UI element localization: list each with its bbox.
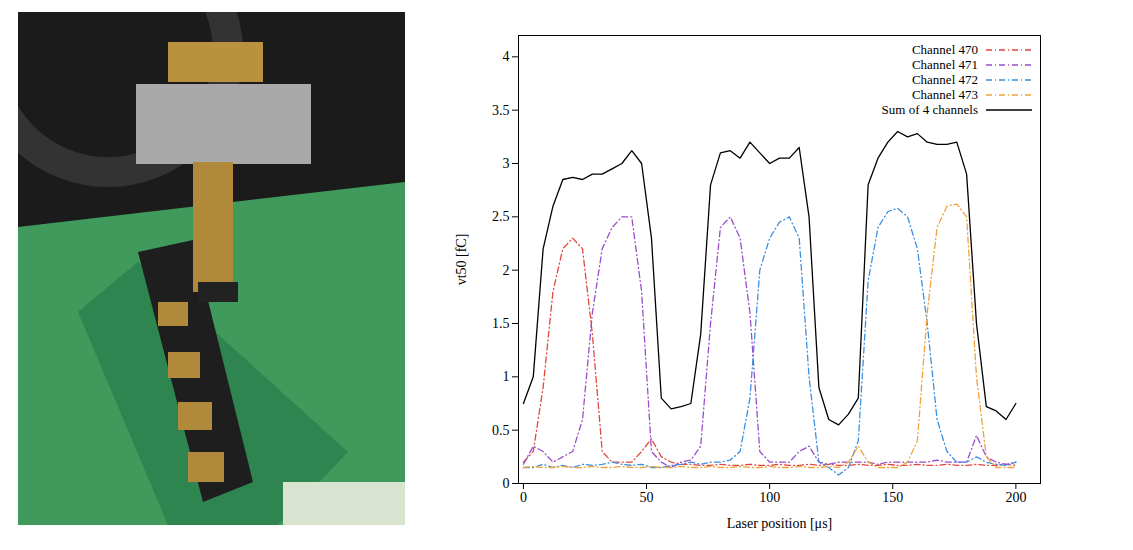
svg-text:0: 0: [520, 490, 527, 505]
svg-text:vt50 [fC]: vt50 [fC]: [454, 234, 469, 286]
svg-text:3.5: 3.5: [492, 103, 510, 118]
html-text:Channel 472: Channel 472: [911, 71, 978, 87]
html-text:Channel 471: Channel 471: [911, 56, 978, 72]
svg-text:4: 4: [503, 49, 510, 64]
html-text:Sum of 4 channels: Sum of 4 channels: [881, 101, 978, 117]
svg-text:0: 0: [503, 476, 510, 491]
svg-text:100: 100: [759, 490, 780, 505]
svg-text:150: 150: [882, 490, 903, 505]
svg-text:1: 1: [503, 369, 510, 384]
svg-text:200: 200: [1005, 490, 1026, 505]
svg-text:Laser position [μs]: Laser position [μs]: [727, 516, 833, 531]
html-text:Channel 470: Channel 470: [911, 41, 978, 57]
svg-text:2.5: 2.5: [492, 209, 510, 224]
svg-text:3: 3: [503, 156, 510, 171]
html-text:Channel 473: Channel 473: [911, 86, 978, 102]
svg-text:1.5: 1.5: [492, 316, 510, 331]
svg-text:50: 50: [640, 490, 654, 505]
svg-text:2: 2: [503, 263, 510, 278]
svg-text:0.5: 0.5: [492, 423, 510, 438]
